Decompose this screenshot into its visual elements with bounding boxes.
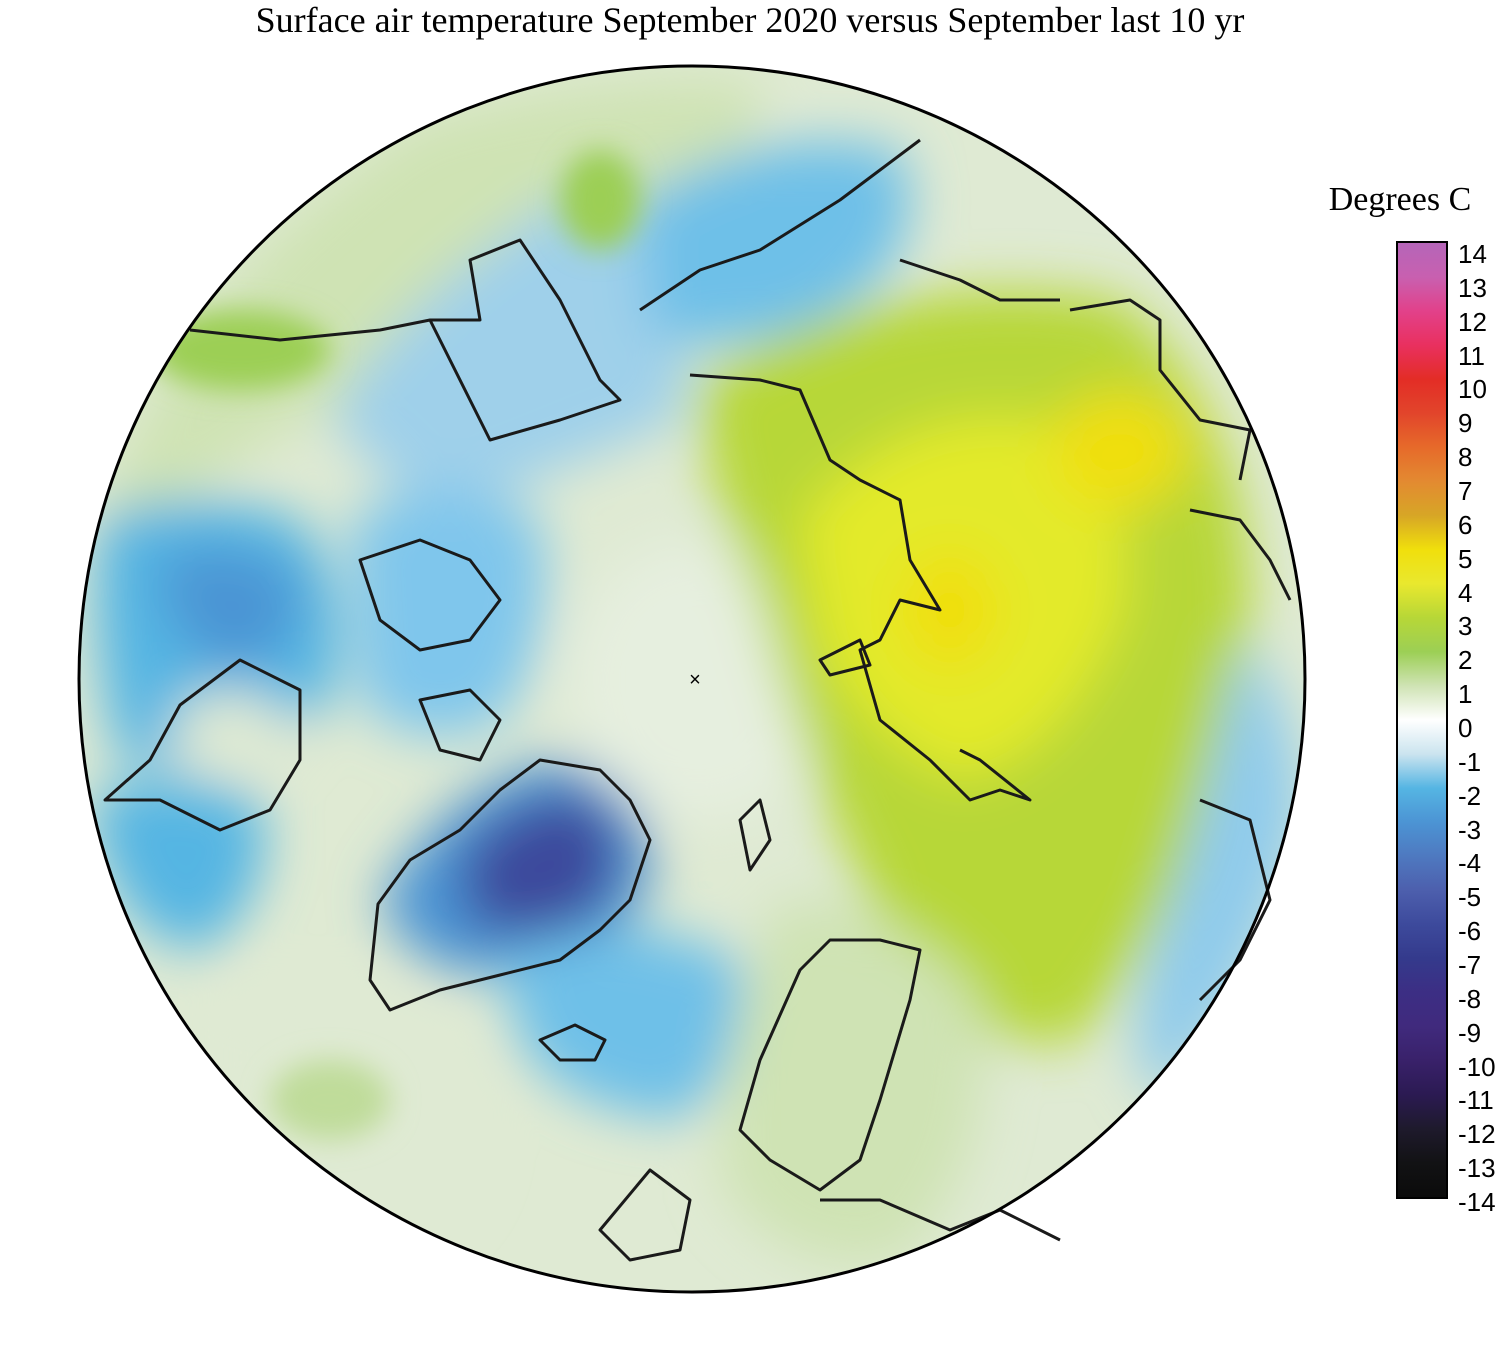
- anomaly-area-laptev-core: [900, 550, 1000, 670]
- legend-tick-label: 0: [1458, 713, 1473, 743]
- legend-tick-label: 6: [1458, 509, 1473, 540]
- legend-tick-label: 7: [1458, 476, 1473, 506]
- legend-tick-label: -1: [1458, 746, 1482, 777]
- anomaly-area-yakutia-core: [1050, 390, 1190, 510]
- legend-tick-label: -2: [1458, 780, 1482, 811]
- coastline-hudson-bay: [103, 658, 302, 832]
- coastlines: [103, 138, 1292, 1262]
- legend-tick-label: 11: [1458, 340, 1485, 371]
- coastline-greenland: [368, 758, 652, 1012]
- anomaly-spot-alaska-south: [150, 310, 330, 390]
- legend-tick-label: -9: [1458, 1017, 1482, 1048]
- legend-tick-label: -7: [1458, 950, 1482, 980]
- legend-tick-label: 3: [1458, 611, 1473, 642]
- legend-tick-label: -11: [1458, 1085, 1494, 1116]
- legend-tick-label: 2: [1458, 645, 1473, 676]
- anomaly-area-labrador: [90, 780, 264, 950]
- coastline-archipelago-2: [418, 688, 502, 762]
- anomaly-area-east-asia: [1137, 640, 1300, 1100]
- coastline-alaska: [189, 238, 622, 442]
- anomaly-area-canada-core: [160, 548, 300, 670]
- legend-tick-label: -13: [1458, 1153, 1496, 1184]
- map-boundary-circle: [77, 64, 1307, 1294]
- legend-tick-label: -4: [1458, 848, 1482, 879]
- legend-tick-label: 14: [1458, 239, 1487, 269]
- coastline-north-pacific: [899, 258, 1060, 302]
- north-pole-marker: ×: [689, 669, 701, 691]
- map-title: Surface air temperature September 2020 v…: [255, 0, 1245, 40]
- legend-tick-label: 9: [1458, 408, 1473, 439]
- anomaly-area-greenland-core: [460, 796, 618, 935]
- legend-tick-label: -10: [1458, 1051, 1496, 1082]
- anomaly-area-iceland: [500, 930, 744, 1120]
- legend-tick-label: -8: [1458, 983, 1482, 1014]
- legend-tick-label: -3: [1458, 814, 1482, 845]
- coastline-europe: [820, 1198, 1061, 1242]
- legend-colorbar: [1396, 241, 1448, 1199]
- coastline-iceland: [538, 1023, 607, 1062]
- coastline-british-isles: [598, 1168, 692, 1262]
- legend-tick-label: 10: [1458, 374, 1487, 405]
- anomaly-spot-atlantic: [270, 1060, 390, 1140]
- anomaly-area-hudson-bay: [170, 690, 290, 770]
- coastline-new-siberian-islands: [818, 638, 872, 677]
- legend-tick-label: 12: [1458, 306, 1487, 337]
- coastline-archipelago-1: [358, 538, 502, 652]
- legend-tick-label: -6: [1458, 916, 1482, 947]
- legend-tick-label: 13: [1458, 272, 1487, 303]
- anomaly-spot-pacific: [560, 150, 640, 250]
- anomaly-area-europe: [720, 900, 984, 1264]
- legend-tick-label: -14: [1458, 1187, 1496, 1217]
- legend-tick-label: -5: [1458, 882, 1482, 913]
- anomaly-area-archipelago: [350, 490, 545, 736]
- legend-tick-label: 4: [1458, 577, 1473, 608]
- coastline-okhotsk: [1069, 298, 1252, 481]
- legend-tick-label: 8: [1458, 442, 1473, 473]
- anomaly-area-alaska: [330, 195, 700, 520]
- coastline-chukotka: [639, 138, 921, 312]
- coastline-kamchatka: [1189, 508, 1292, 601]
- coastline-east-asia: [1198, 798, 1272, 1002]
- legend-title: Degrees C: [1328, 181, 1472, 218]
- legend-tick-label: 1: [1458, 679, 1473, 710]
- coastline-scandinavia: [738, 938, 922, 1192]
- legend-tick-label: 5: [1458, 543, 1473, 574]
- legend-tick-label: -12: [1458, 1119, 1496, 1150]
- coastline-siberia-north: [689, 373, 1032, 802]
- coastline-svalbard: [738, 798, 772, 872]
